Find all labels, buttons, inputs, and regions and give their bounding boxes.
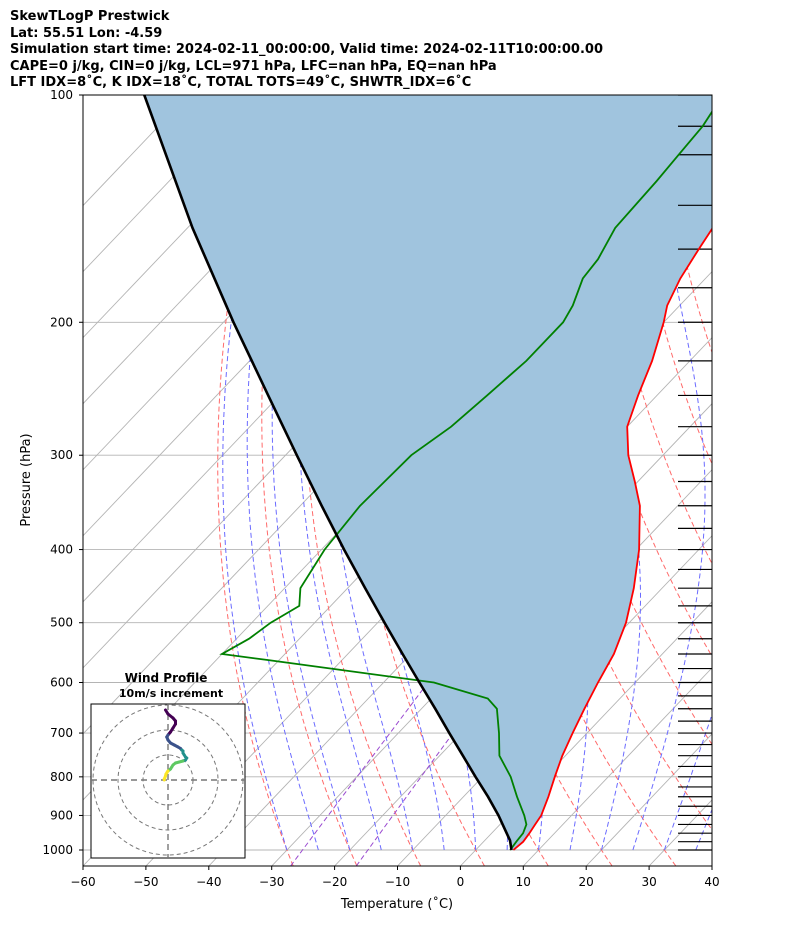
moist-adiabat-line: [297, 95, 382, 851]
hodograph-inset: Wind Profile 10m/s increment: [90, 671, 246, 859]
x-tick-label: −40: [196, 875, 221, 889]
x-tick-label: −60: [70, 875, 95, 889]
y-tick-label: 800: [50, 770, 73, 784]
x-tick-label: 20: [579, 875, 594, 889]
y-tick-label: 200: [50, 315, 73, 329]
y-tick-label: 500: [50, 616, 73, 630]
y-axis-label: Pressure (hPa): [19, 433, 34, 526]
x-tick-label: −20: [322, 875, 347, 889]
hodograph-subtitle: 10m/s increment: [119, 687, 223, 700]
isotherm-gridline: [271, 403, 712, 866]
stability-indices: LFT IDX=8˚C, K IDX=18˚C, TOTAL TOTS=49˚C…: [10, 75, 472, 90]
chart-header: SkewTLogP Prestwick Lat: 55.51 Lon: -4.5…: [10, 9, 603, 92]
temperature-series-line: [512, 227, 712, 851]
x-tick-label: −10: [385, 875, 410, 889]
y-tick-label: 100: [50, 88, 73, 102]
y-tick-label: 700: [50, 726, 73, 740]
x-tick-label: 40: [704, 875, 719, 889]
axis-ticks: −60 −50 −40 −30 −20 −10 0 10 20 30 40 100 200 300 400 5…: [42, 88, 719, 889]
dry-adiabat-line: [758, 95, 794, 866]
dry-adiabat-line: [790, 95, 794, 866]
isotherm-gridline: [711, 865, 712, 866]
hodograph-plot: [91, 704, 245, 858]
moist-adiabat-line: [354, 95, 445, 851]
isotherm-gridline: [585, 733, 712, 866]
parcel-series-line: [143, 95, 513, 851]
x-axis-label: Temperature (˚C): [340, 896, 453, 912]
x-tick-label: 0: [457, 875, 465, 889]
y-tick-label: 600: [50, 676, 73, 690]
y-tick-label: 300: [50, 448, 73, 462]
y-tick-label: 900: [50, 808, 73, 822]
hodograph-title: Wind Profile: [125, 671, 208, 685]
dewpoint-series-line: [219, 110, 712, 851]
moist-adiabat-line: [727, 95, 794, 850]
dry-adiabat-line: [261, 95, 358, 866]
dry-adiabat-line: [626, 95, 712, 466]
shaded-area-between-parcel-and-temperature: [144, 95, 712, 850]
dry-adiabat-line: [217, 95, 294, 866]
dry-adiabat-line: [594, 95, 712, 565]
moist-adiabat-line: [759, 95, 794, 850]
isotherm-gridline: [460, 601, 712, 866]
x-tick-label: 30: [641, 875, 656, 889]
simulation-times: Simulation start time: 2024-02-11_00:00:…: [10, 42, 603, 57]
x-tick-label: 10: [516, 875, 531, 889]
moist-adiabat-line: [271, 95, 351, 851]
x-tick-label: −50: [133, 875, 158, 889]
convective-parameters: CAPE=0 j/kg, CIN=0 j/kg, LCL=971 hPa, LF…: [10, 58, 497, 74]
x-tick-label: −30: [259, 875, 284, 889]
y-tick-label: 1000: [42, 843, 73, 857]
isotherm-gridline: [522, 667, 712, 866]
station-title: SkewTLogP Prestwick: [10, 9, 170, 24]
plot-area: [83, 95, 794, 866]
wind-barbs: [678, 95, 712, 851]
y-tick-label: 400: [50, 543, 73, 557]
moist-adiabat-line: [222, 95, 288, 851]
station-coordinates: Lat: 55.51 Lon: -4.59: [10, 25, 163, 41]
moist-adiabat-line: [246, 95, 319, 851]
dry-adiabat-line: [725, 95, 794, 866]
isotherm-gridline: [83, 95, 252, 273]
